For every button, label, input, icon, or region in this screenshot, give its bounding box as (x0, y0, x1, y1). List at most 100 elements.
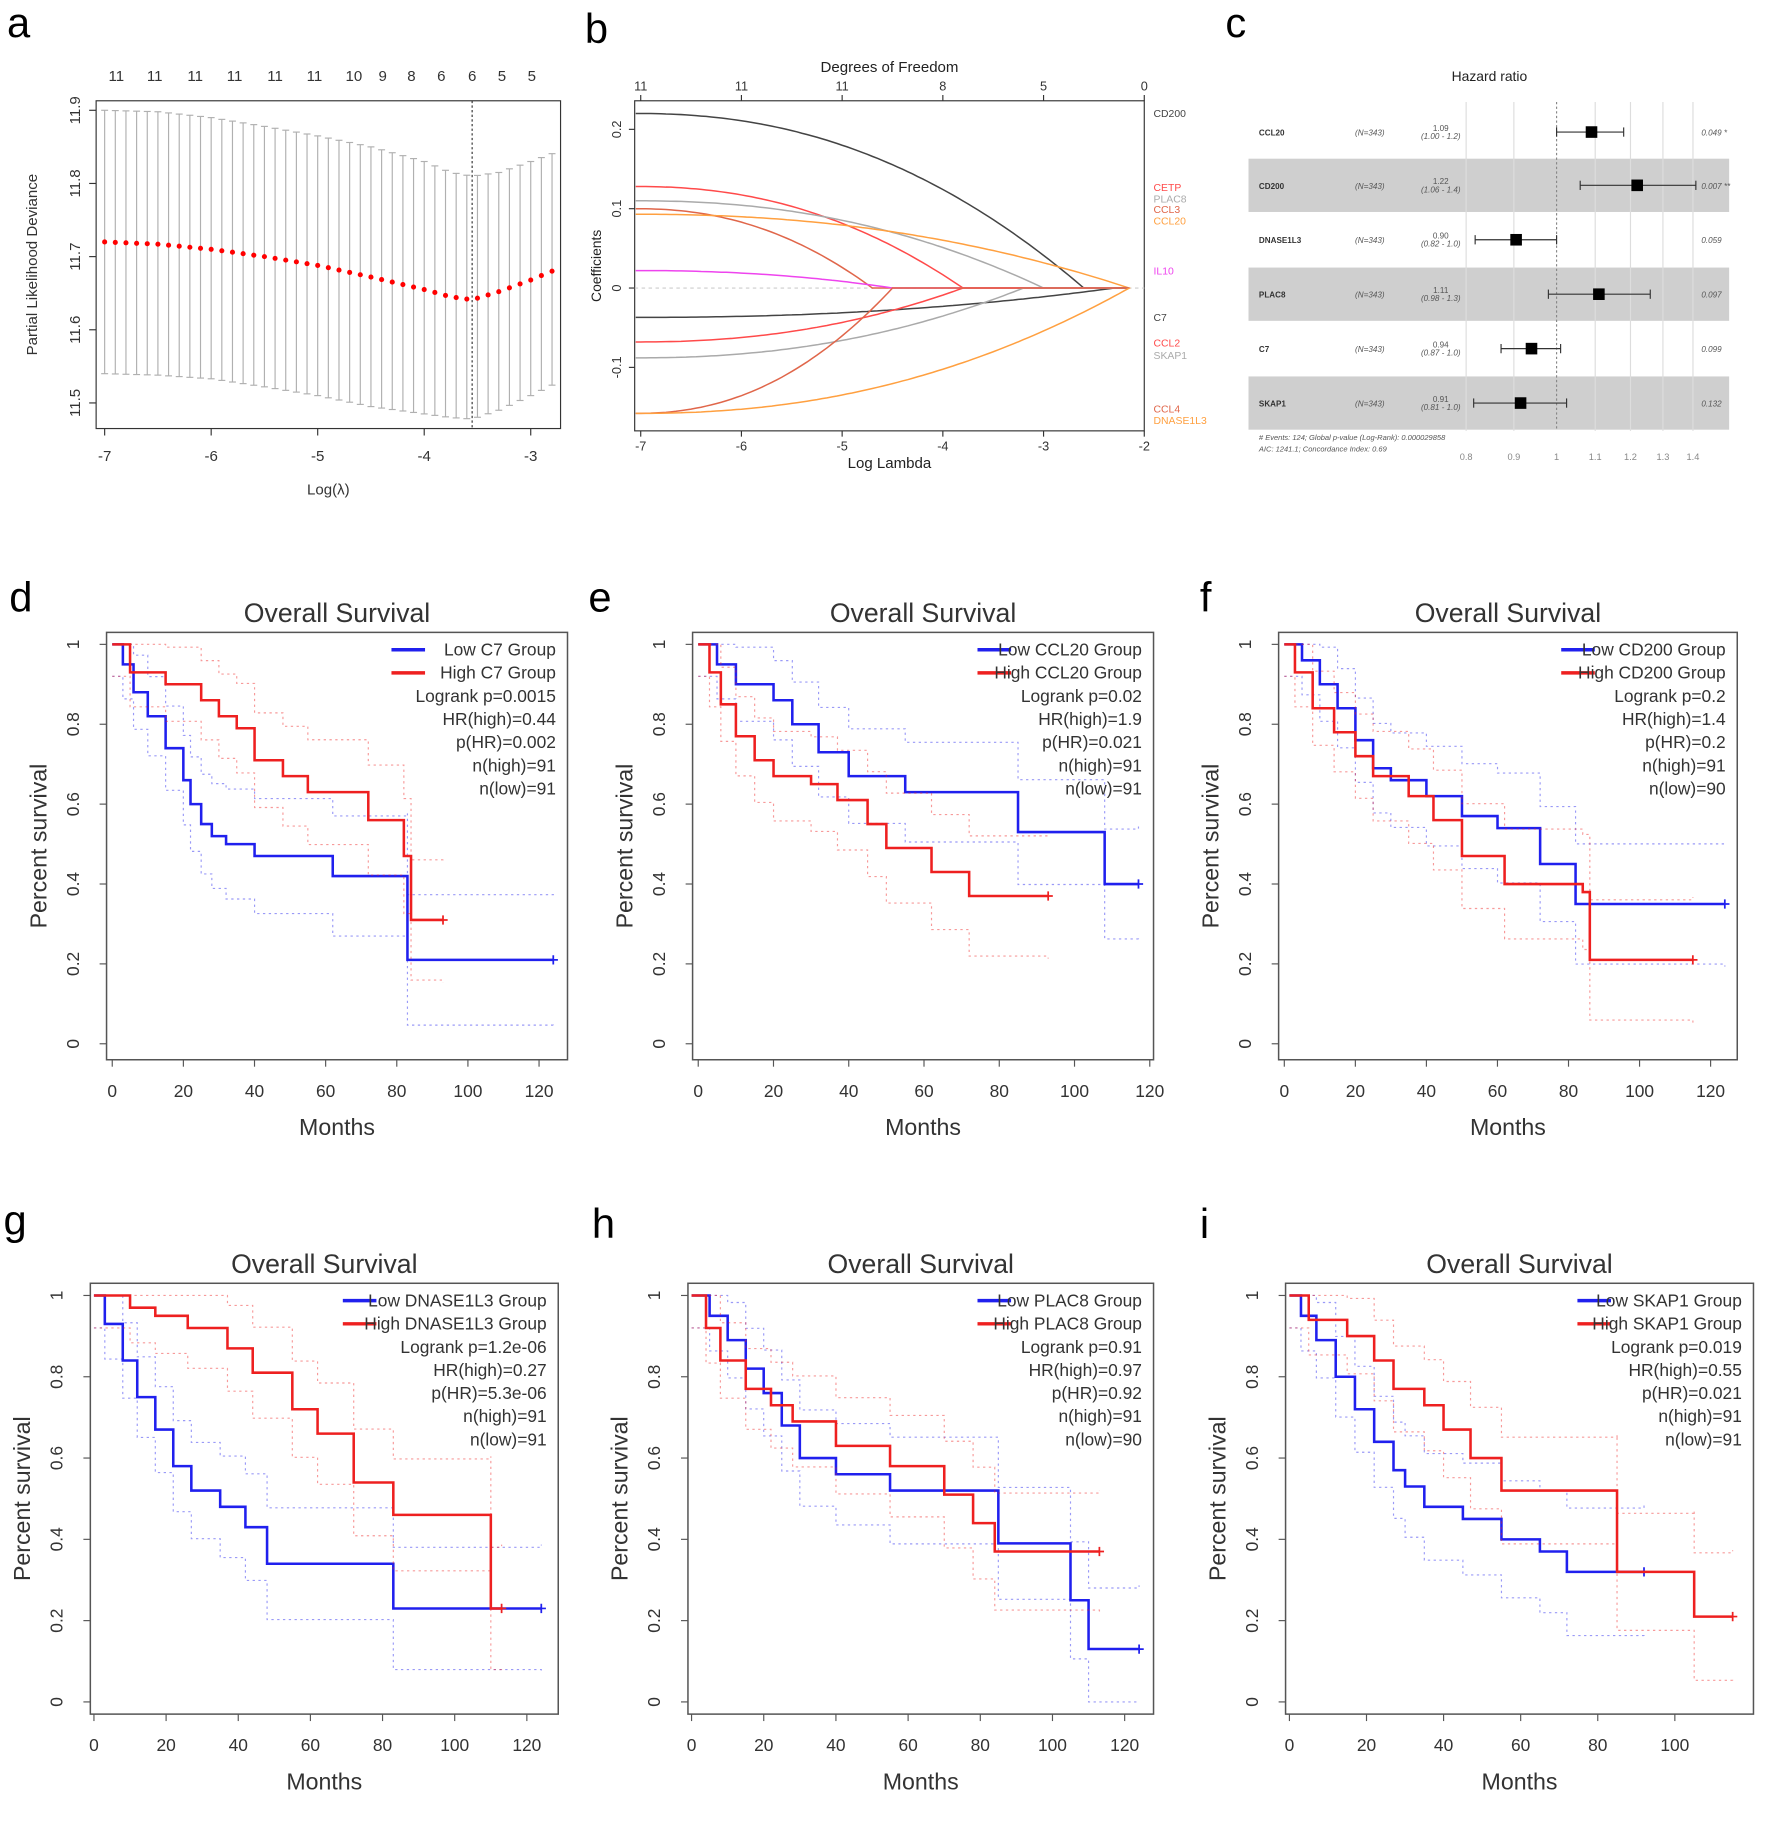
legend-stat: p(HR)=0.2 (1645, 732, 1726, 752)
legend-stat: Logrank p=0.0015 (415, 686, 555, 706)
x-tick-label: -5 (311, 448, 324, 465)
confidence-band-upper (1289, 1294, 1645, 1509)
coef-path-il10 (635, 269, 1130, 289)
panel-e: Overall Survival Months Percent survival 0 2… (611, 598, 1164, 1140)
x-tick-label: 20 (1346, 1081, 1365, 1101)
deviance-point (336, 267, 342, 273)
legend-entry: Low CD200 Group (1582, 640, 1726, 660)
confidence-band-upper (1284, 643, 1726, 845)
x-tick-label: 40 (1434, 1735, 1453, 1755)
confidence-band-upper (1284, 643, 1694, 901)
panel-letter-i: i (1200, 1200, 1209, 1247)
panel-i: Overall Survival Months Percent survival 0 2… (1204, 1249, 1755, 1794)
y-tick-label: 0.8 (1242, 1365, 1262, 1389)
deviance-point (144, 241, 150, 247)
deviance-point (219, 248, 225, 254)
top-axis-label: 11 (634, 78, 647, 93)
legend-stat: Logrank p=0.91 (1021, 1337, 1142, 1357)
y-tick-label: 11.7 (67, 243, 84, 271)
hr-ci: (1.00 - 1.2) (1421, 132, 1461, 141)
y-tick-label: 0.8 (47, 1365, 67, 1389)
y-tick-label: 0.6 (1235, 792, 1255, 816)
legend-stat: n(high)=91 (1058, 1406, 1141, 1426)
legend-stat: n(high)=91 (1058, 755, 1141, 775)
deviance-point (102, 239, 108, 245)
legend-stat: Logrank p=0.2 (1614, 686, 1725, 706)
x-tick-label: 60 (914, 1081, 933, 1101)
x-axis-label: Months (883, 1768, 959, 1794)
x-tick-label: 60 (898, 1735, 917, 1755)
sample-size: (N=343) (1355, 182, 1385, 191)
row-shading (1248, 267, 1730, 321)
x-tick-label: 20 (764, 1081, 783, 1101)
x-tick-label: 100 (1038, 1735, 1067, 1755)
legend-entry: High PLAC8 Group (993, 1314, 1142, 1334)
plot-frame (105, 631, 569, 1061)
gene-name: CCL20 (1259, 129, 1285, 138)
panel-letter-h: h (592, 1200, 615, 1247)
deviance-point (442, 292, 449, 298)
x-tick-label: 0 (687, 1735, 697, 1755)
legend-entry: High DNASE1L3 Group (364, 1314, 546, 1334)
confidence-band-upper (1289, 1294, 1734, 1554)
y-tick-label: 0.4 (1235, 872, 1255, 896)
x-tick-label: -3 (1038, 439, 1049, 454)
deviance-point (506, 285, 512, 291)
censor-mark (1134, 1644, 1144, 1654)
x-tick-label: 40 (229, 1735, 248, 1755)
legend-stat: n(low)=90 (1649, 779, 1726, 799)
deviance-point (166, 242, 172, 248)
y-tick-label: 0.2 (47, 1609, 67, 1633)
x-tick-label: 120 (1110, 1735, 1139, 1755)
sample-size: (N=343) (1355, 400, 1385, 409)
deviance-point (453, 295, 459, 301)
censor-mark (548, 955, 558, 965)
y-tick-label: 11.9 (67, 96, 84, 124)
x-tick-label: 80 (1588, 1735, 1607, 1755)
deviance-point (496, 289, 502, 295)
deviance-point (549, 268, 555, 274)
confidence-band-lower (698, 675, 1140, 942)
x-axis-label: Months (299, 1114, 375, 1140)
deviance-point (272, 255, 278, 261)
gene-name: DNASE1L3 (1259, 236, 1302, 245)
confidence-band-lower (93, 1327, 542, 1673)
y-tick-label: 0.2 (1235, 952, 1255, 976)
survival-curve-high (93, 1294, 502, 1610)
x-tick-label: 1 (1554, 452, 1559, 462)
gene-name: CD200 (1259, 182, 1285, 191)
deviance-point (229, 249, 236, 255)
deviance-point (112, 239, 118, 245)
p-value: 0.059 (1701, 236, 1722, 245)
y-tick-label: 0 (644, 1697, 664, 1707)
coef-path-cd200 (635, 112, 1130, 289)
deviance-point (368, 274, 374, 280)
x-tick-label: 0 (107, 1081, 117, 1101)
x-axis-label: Log(λ) (307, 482, 350, 499)
deviance-point (432, 289, 438, 296)
x-tick-label: -4 (937, 439, 948, 454)
confidence-band-lower (691, 1327, 1140, 1703)
legend-stat: Logrank p=1.2e-06 (400, 1337, 546, 1357)
coef-path-ccl2 (635, 287, 1130, 343)
x-tick-label: 100 (1060, 1081, 1089, 1101)
panel-b: -7 -6 -5 -4 -3 -2 -0.1 0 0.1 0.2 11 11 11 8 5 0 Degrees … (588, 59, 1207, 472)
deviance-point (379, 277, 385, 283)
x-tick-label: -4 (418, 448, 431, 465)
deviance-point (389, 279, 395, 285)
x-tick-label: -7 (98, 448, 111, 465)
deviance-point (347, 269, 353, 275)
coef-path-ccl4 (635, 287, 1130, 415)
hr-ci: (0.81 - 1.0) (1421, 403, 1461, 412)
deviance-point (315, 262, 321, 268)
survival-curve-high (112, 643, 444, 922)
gene-label: CD200 (1154, 109, 1187, 120)
y-tick-label: 11.6 (67, 316, 84, 344)
y-axis-label: Percent survival (1197, 764, 1223, 929)
survival-curve-low (698, 643, 1139, 886)
x-tick-label: 1.4 (1687, 452, 1700, 462)
y-tick-label: 0 (609, 284, 624, 291)
panel-letter-f: f (1200, 574, 1212, 621)
confidence-band-lower (1289, 1327, 1734, 1683)
x-tick-label: -5 (836, 439, 847, 454)
